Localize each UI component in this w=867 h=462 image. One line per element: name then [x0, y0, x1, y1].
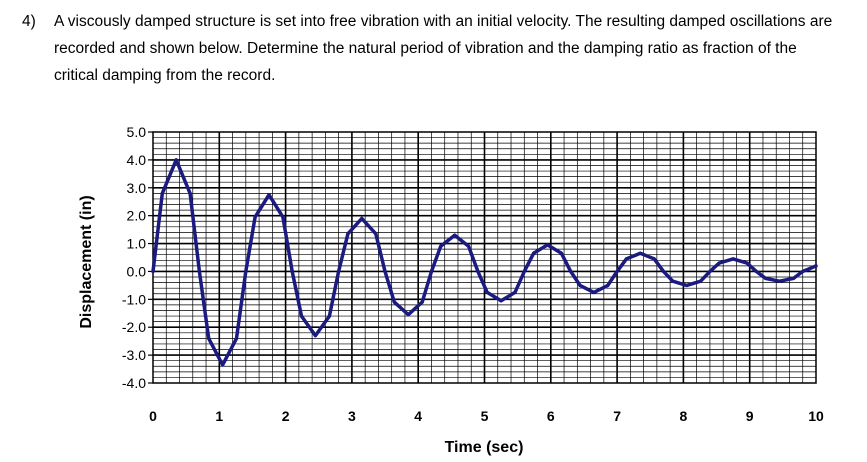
- data-point: [791, 276, 796, 281]
- data-point: [221, 363, 225, 367]
- y-tick-label: 5.0: [127, 124, 147, 140]
- x-tick-label: 9: [746, 408, 754, 424]
- data-point: [485, 290, 489, 294]
- y-tick-label: -4.0: [122, 375, 146, 391]
- data-point: [346, 232, 350, 236]
- data-point: [671, 279, 675, 283]
- data-point: [513, 290, 517, 294]
- x-tick-label: 7: [613, 408, 621, 424]
- data-point: [476, 269, 480, 274]
- data-point: [420, 300, 424, 304]
- data-point: [638, 251, 642, 255]
- x-tick-label: 10: [808, 408, 824, 424]
- data-point: [174, 158, 178, 162]
- x-tick-label: 5: [481, 408, 489, 424]
- data-point: [559, 251, 564, 255]
- data-point: [337, 269, 341, 274]
- x-tick-label: 4: [414, 408, 422, 424]
- y-tick-label: -1.0: [122, 291, 146, 307]
- y-tick-label: -2.0: [122, 319, 146, 335]
- data-point: [624, 257, 628, 261]
- data-point: [708, 269, 712, 274]
- data-point: [188, 191, 192, 195]
- x-tick-label: 1: [215, 408, 223, 424]
- question-number: 4): [22, 13, 36, 30]
- data-point: [197, 269, 202, 274]
- data-point: [406, 313, 410, 317]
- data-point: [777, 279, 782, 283]
- data-point: [592, 290, 596, 294]
- data-point: [545, 243, 550, 247]
- data-point: [360, 216, 364, 221]
- data-point: [807, 267, 811, 271]
- data-point: [754, 269, 758, 274]
- data-point: [801, 269, 805, 274]
- y-tick-label: 0.0: [127, 263, 147, 279]
- data-point: [453, 233, 457, 237]
- x-tick-label: 6: [547, 408, 555, 424]
- major-grid: [153, 132, 816, 383]
- data-point: [207, 336, 211, 340]
- data-point: [699, 279, 703, 283]
- x-tick-label: 2: [282, 408, 290, 424]
- y-tick-label: 3.0: [127, 180, 147, 196]
- data-point: [383, 269, 387, 274]
- x-axis-tick-labels: 0 1 2 3 4 5 6 7 8 9 10: [149, 408, 824, 424]
- data-point: [615, 269, 619, 274]
- x-tick-label: 3: [348, 408, 356, 424]
- data-point: [374, 232, 378, 236]
- data-point: [745, 261, 749, 265]
- data-point: [267, 193, 271, 197]
- data-point: [717, 261, 721, 265]
- data-point: [466, 244, 471, 248]
- data-point: [253, 215, 257, 219]
- data-point: [244, 269, 248, 274]
- data-point: [499, 299, 503, 303]
- data-point: [290, 269, 294, 274]
- data-point: [429, 269, 434, 274]
- data-point: [661, 269, 666, 274]
- data-point: [392, 300, 396, 304]
- data-point: [652, 257, 656, 261]
- data-point: [606, 283, 610, 287]
- data-point: [299, 314, 304, 318]
- data-point: [731, 257, 735, 261]
- data-point: [522, 269, 526, 274]
- y-tick-label: -3.0: [122, 347, 146, 363]
- x-axis-title: Time (sec): [445, 439, 524, 456]
- data-point: [327, 314, 331, 318]
- y-tick-label: 4.0: [127, 152, 147, 168]
- data-point: [439, 244, 443, 248]
- y-axis-tick-labels: 5.0 4.0 3.0 2.0 1.0 0.0 -1.0 -2.0 -3.0 -4.0: [122, 124, 153, 391]
- data-point: [281, 215, 285, 219]
- y-tick-label: 1.0: [127, 236, 147, 252]
- data-point: [578, 283, 582, 287]
- data-point: [234, 336, 239, 340]
- data-points: [151, 158, 818, 367]
- x-tick-label: 0: [149, 408, 157, 424]
- y-tick-label: 2.0: [127, 208, 147, 224]
- data-point: [531, 251, 536, 255]
- data-point: [685, 283, 689, 287]
- question-text: A viscously damped structure is set into…: [54, 13, 833, 84]
- data-point: [313, 333, 318, 338]
- x-tick-label: 8: [680, 408, 688, 424]
- data-point: [151, 269, 155, 274]
- y-axis-title: Displacement (in): [78, 195, 95, 328]
- data-point: [764, 276, 768, 281]
- data-point: [814, 264, 818, 268]
- data-point: [569, 269, 573, 274]
- data-point: [160, 191, 164, 195]
